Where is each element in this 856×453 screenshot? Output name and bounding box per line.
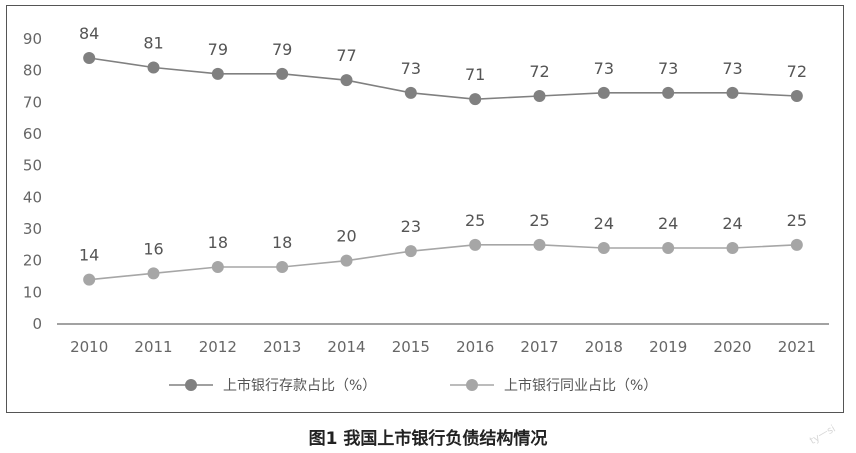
data-point xyxy=(662,242,675,254)
x-tick-label: 2015 xyxy=(392,338,430,356)
data-label: 81 xyxy=(143,34,163,53)
chart-frame: 0 10 20 30 40 50 60 70 80 90 2010 2011 2012 2013 2014 2… xyxy=(6,5,844,413)
y-tick-label: 20 xyxy=(23,252,42,270)
data-point xyxy=(276,261,289,273)
data-label: 23 xyxy=(401,217,421,236)
data-point xyxy=(790,238,803,251)
data-point xyxy=(211,261,224,273)
data-label: 77 xyxy=(336,46,356,65)
data-point xyxy=(147,267,160,280)
data-label: 18 xyxy=(272,233,292,252)
data-point xyxy=(404,245,417,258)
data-label: 72 xyxy=(529,62,549,81)
x-tick-label: 2013 xyxy=(263,338,301,356)
data-point xyxy=(726,242,739,254)
data-label: 14 xyxy=(79,246,99,265)
legend-marker-2 xyxy=(466,379,478,391)
data-point xyxy=(790,90,803,102)
data-label: 73 xyxy=(658,59,678,78)
data-point xyxy=(404,86,417,99)
y-tick-label: 80 xyxy=(23,62,42,80)
legend-marker-1 xyxy=(185,379,197,391)
data-label: 72 xyxy=(787,62,807,81)
data-label: 73 xyxy=(722,59,742,78)
figure-caption: 图1 我国上市银行负债结构情况 xyxy=(308,429,548,449)
data-point xyxy=(147,61,160,74)
data-point xyxy=(276,67,289,80)
data-label: 16 xyxy=(143,239,163,258)
x-tick-label: 2019 xyxy=(649,338,687,356)
x-tick-label: 2018 xyxy=(585,338,623,356)
data-label: 24 xyxy=(722,214,742,233)
legend-label-1: 上市银行存款占比（%） xyxy=(223,377,376,394)
data-label: 73 xyxy=(401,59,421,78)
data-point xyxy=(533,90,546,102)
y-tick-label: 50 xyxy=(23,157,42,175)
x-tick-label: 2017 xyxy=(520,338,558,356)
y-tick-label: 0 xyxy=(32,315,42,333)
x-tick-label: 2010 xyxy=(70,338,108,356)
data-label: 71 xyxy=(465,65,485,84)
data-label: 25 xyxy=(787,211,807,230)
data-point xyxy=(469,238,482,251)
data-point xyxy=(597,242,610,254)
data-point xyxy=(83,273,96,286)
data-label: 79 xyxy=(208,40,228,59)
y-tick-label: 70 xyxy=(23,93,42,111)
data-label: 18 xyxy=(208,233,228,252)
data-label: 73 xyxy=(594,59,614,78)
x-tick-label: 2011 xyxy=(134,338,172,356)
y-tick-label: 40 xyxy=(23,188,42,206)
y-tick-label: 10 xyxy=(23,283,42,301)
data-point xyxy=(469,93,482,106)
data-label: 20 xyxy=(336,227,356,246)
data-point xyxy=(83,52,96,64)
data-label: 25 xyxy=(465,211,485,230)
data-point xyxy=(533,238,546,251)
series-line-1 xyxy=(89,57,797,100)
y-tick-label: 30 xyxy=(23,220,42,238)
data-point xyxy=(597,86,610,99)
data-label: 84 xyxy=(79,24,99,43)
data-label: 24 xyxy=(658,214,678,233)
data-point xyxy=(662,86,675,99)
data-point xyxy=(211,67,224,80)
y-tick-label: 60 xyxy=(23,125,42,143)
data-label: 79 xyxy=(272,40,292,59)
x-tick-label: 2014 xyxy=(327,338,365,356)
data-point xyxy=(340,254,353,267)
x-tick-label: 2021 xyxy=(778,338,816,356)
data-point xyxy=(726,86,739,99)
x-tick-label: 2016 xyxy=(456,338,494,356)
x-tick-label: 2012 xyxy=(199,338,237,356)
data-point xyxy=(340,74,353,87)
legend-label-2: 上市银行同业占比（%） xyxy=(504,377,657,394)
data-label: 25 xyxy=(529,211,549,230)
series-line-2 xyxy=(89,244,797,281)
x-tick-label: 2020 xyxy=(713,338,751,356)
data-label: 24 xyxy=(594,214,614,233)
y-tick-label: 90 xyxy=(23,30,42,48)
